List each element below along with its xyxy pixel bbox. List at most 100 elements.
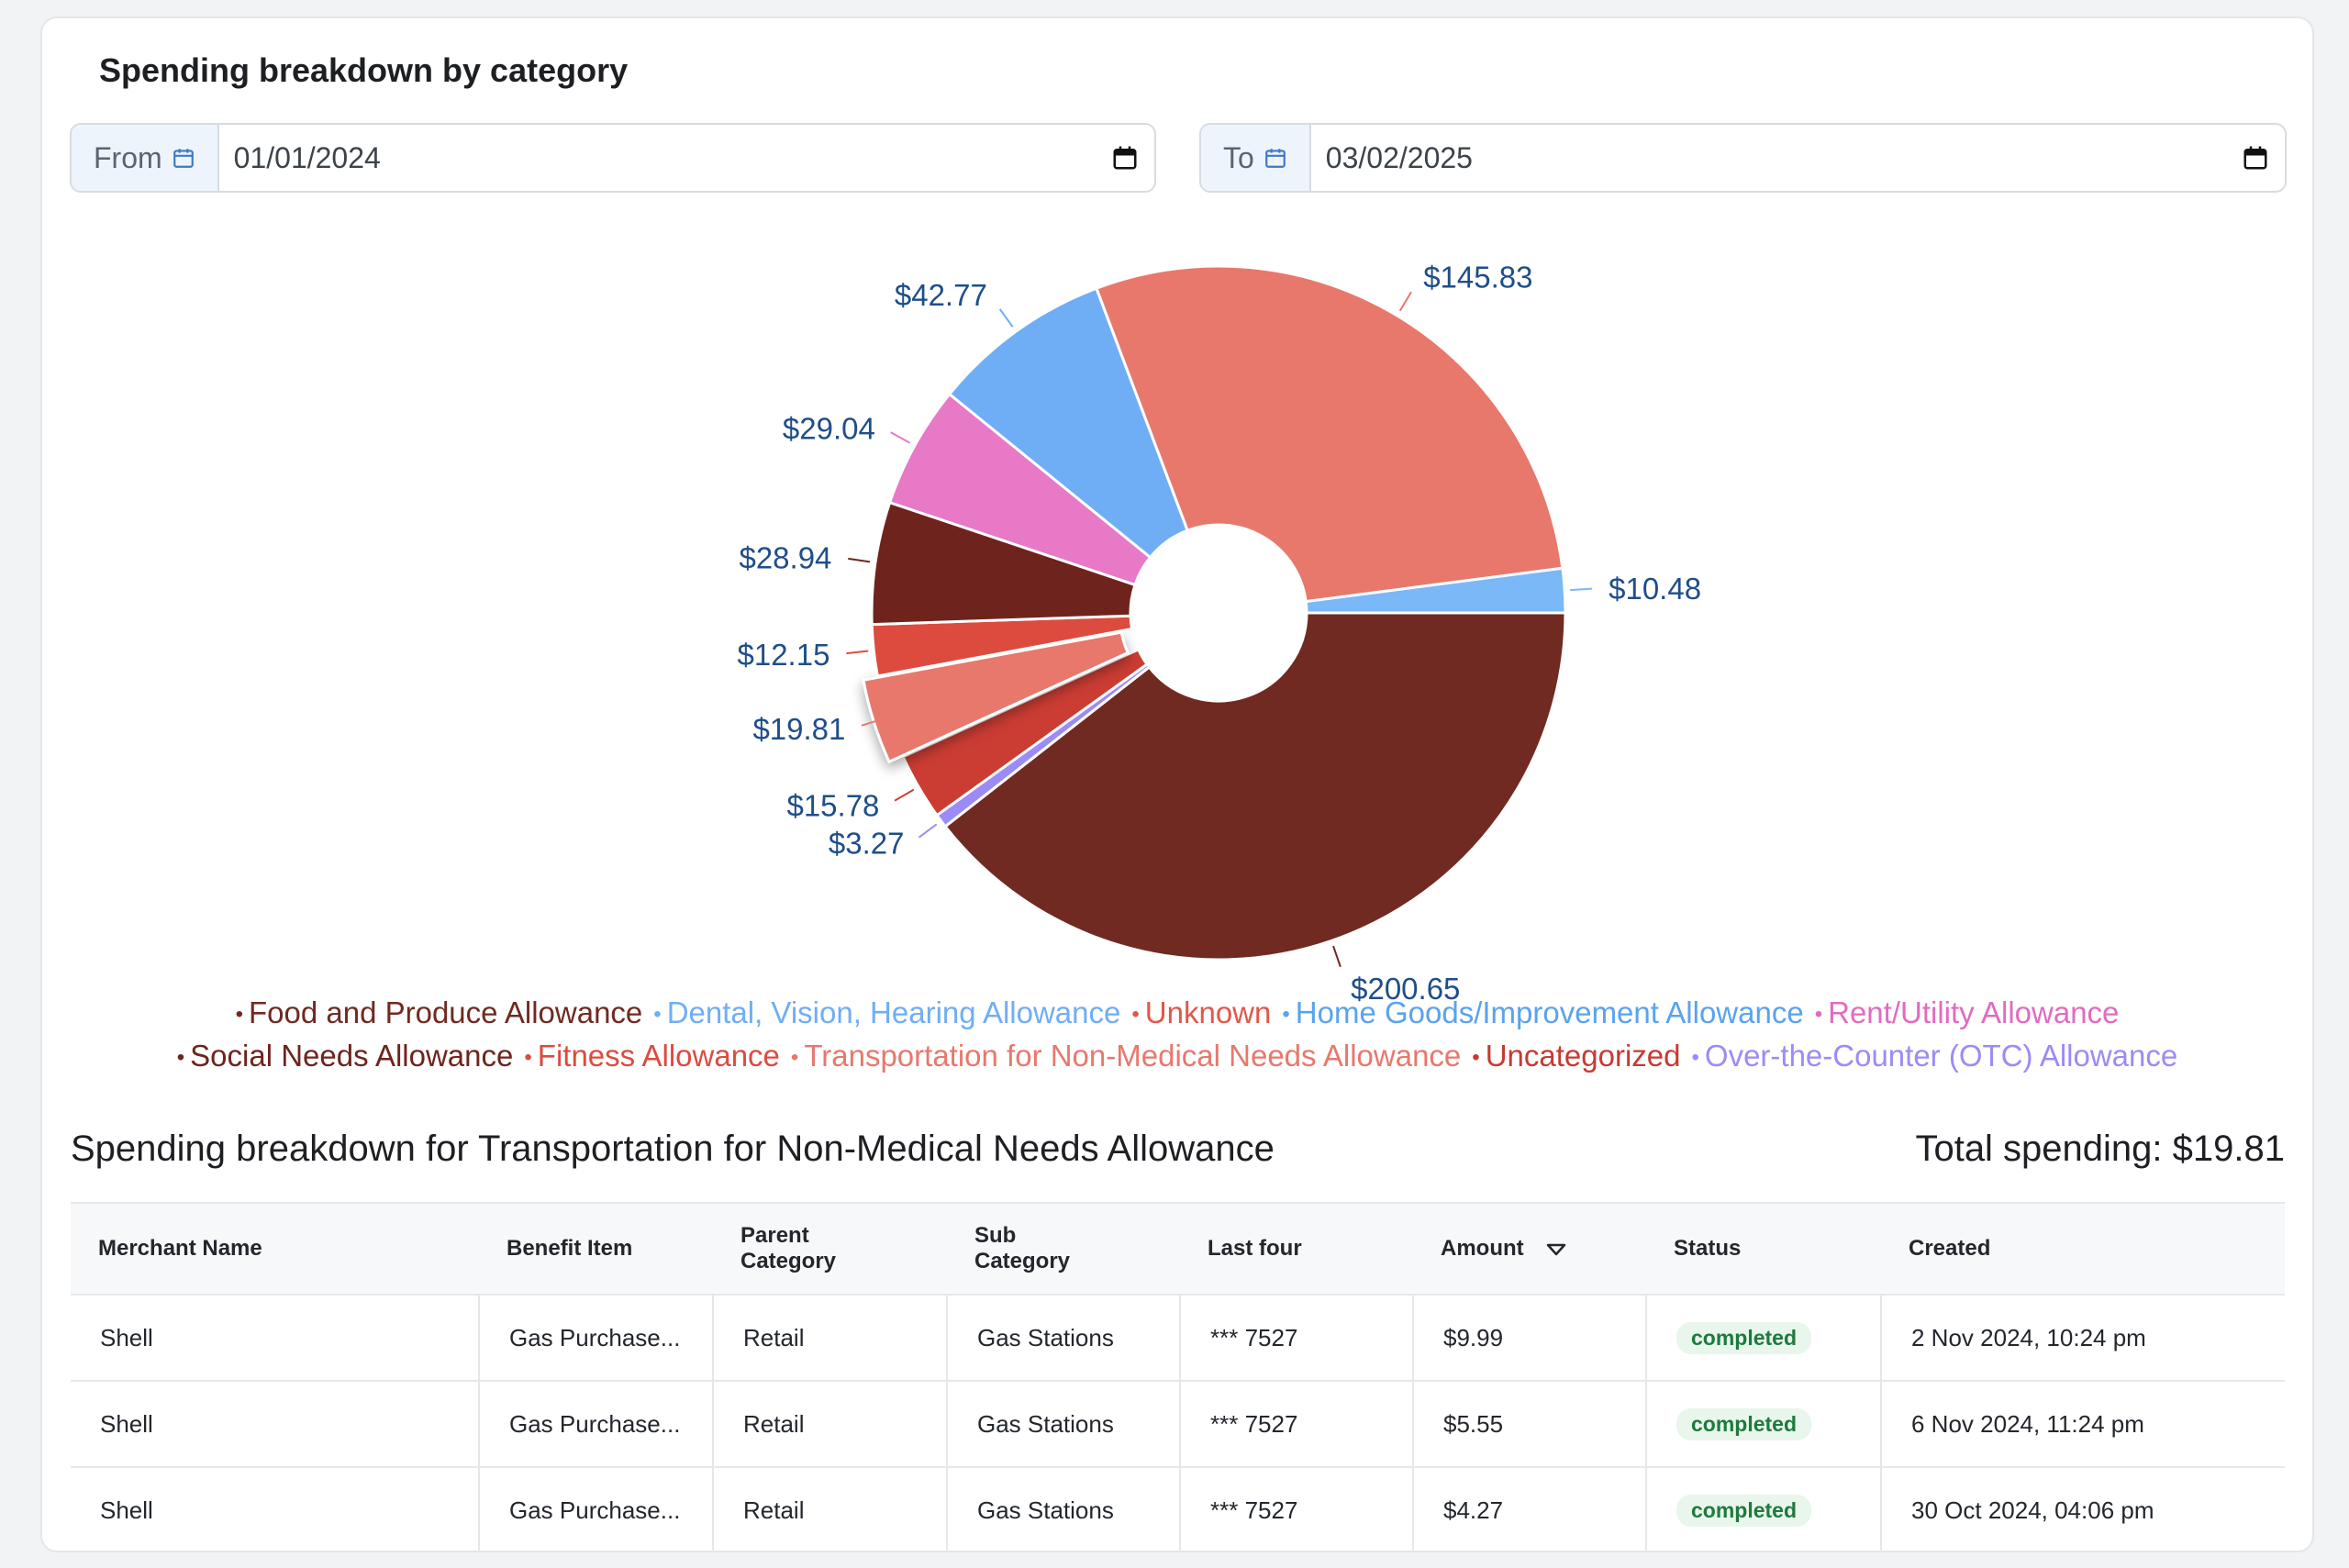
table-cell-created: 6 Nov 2024, 11:24 pm: [1881, 1380, 2285, 1467]
breakdown-title: Spending breakdown for Transportation fo…: [71, 1129, 1275, 1169]
legend-row-1: • Food and Produce Allowance • Dental, Visi…: [42, 991, 2312, 1037]
pie-slice-home-goods-improvement-allowance[interactable]: [947, 286, 1190, 560]
table-cell-benefit-item: Gas Purchase...: [479, 1466, 714, 1551]
legend-bullet-icon: •: [524, 1045, 532, 1071]
legend-item-home-goods-improvement-allowance[interactable]: • Home Goods/Improvement Allowance: [1282, 991, 1803, 1037]
leader-line-home-goods-improvement-allowance: [998, 308, 1014, 328]
leader-line-social-needs-allowance: [848, 557, 871, 563]
calendar-picker-icon: [1113, 146, 1137, 170]
card-title: Spending breakdown by category: [99, 51, 629, 89]
data-label-dental-vision-hearing-allowance: $10.48: [1609, 572, 1701, 606]
legend-label: Home Goods/Improvement Allowance: [1295, 995, 1804, 1029]
table-cell-created: 2 Nov 2024, 10:24 pm: [1881, 1294, 2285, 1381]
legend-label: Fitness Allowance: [537, 1039, 780, 1073]
status-badge: completed: [1676, 1321, 1812, 1354]
data-label-social-needs-allowance: $28.94: [739, 540, 831, 574]
table-cell-benefit-item: Gas Purchase...: [479, 1380, 714, 1467]
legend-label: Over-the-Counter (OTC) Allowance: [1704, 1039, 2178, 1073]
calendar-icon: [173, 149, 194, 168]
table-cell-benefit-item: Gas Purchase...: [479, 1294, 714, 1381]
legend-item-uncategorized[interactable]: • Uncategorized: [1472, 1034, 1680, 1080]
table-cell-last-four: *** 7527: [1180, 1294, 1414, 1381]
column-header-sub-category[interactable]: Sub Category: [947, 1202, 1180, 1295]
column-header-last-four[interactable]: Last four: [1180, 1202, 1413, 1295]
legend-row-2: • Social Needs Allowance • Fitness Allowanc…: [42, 1034, 2312, 1080]
calendar-picker-icon: [2243, 146, 2267, 170]
table-cell-sub-category: Gas Stations: [947, 1380, 1181, 1467]
status-badge: completed: [1676, 1494, 1812, 1527]
pie-slice-dental-vision-hearing-allowance[interactable]: [1304, 566, 1567, 615]
column-header-text: Category: [740, 1249, 837, 1273]
column-header-text: Benefit Item: [507, 1236, 633, 1261]
column-header-benefit-item[interactable]: Benefit Item: [479, 1202, 713, 1295]
data-label-over-the-counter-otc-allowance: $3.27: [829, 827, 905, 861]
column-header-merchant-name[interactable]: Merchant Name: [71, 1202, 479, 1295]
legend-label: Unknown: [1144, 995, 1272, 1029]
legend-item-over-the-counter-otc-allowance[interactable]: • Over-the-Counter (OTC) Allowance: [1692, 1034, 2178, 1080]
spending-card: Spending breakdown by category From 01/0…: [40, 17, 2314, 1552]
leader-line-dental-vision-hearing-allowance: [1570, 587, 1593, 592]
table-cell-parent-category: Retail: [713, 1380, 948, 1467]
data-label-food-and-produce-allowance: $200.65: [1351, 972, 1460, 1006]
pie-slice-transportation-for-non-medical-needs-allowance[interactable]: [862, 630, 1130, 764]
column-header-status[interactable]: Status: [1646, 1202, 1881, 1295]
table-cell-last-four: *** 7527: [1180, 1466, 1414, 1551]
table-cell-amount: $9.99: [1413, 1294, 1647, 1381]
legend-item-dental-vision-hearing-allowance[interactable]: • Dental, Vision, Hearing Allowance: [653, 991, 1120, 1037]
table-cell-sub-category: Gas Stations: [947, 1294, 1181, 1381]
column-header-text: Merchant Name: [98, 1236, 262, 1261]
data-label-transportation-for-non-medical-needs-allowance: $19.81: [752, 712, 845, 746]
legend-label: Rent/Utility Allowance: [1828, 995, 2120, 1029]
legend-bullet-icon: •: [790, 1045, 799, 1071]
legend-bullet-icon: •: [1282, 1002, 1290, 1028]
legend-item-fitness-allowance[interactable]: • Fitness Allowance: [524, 1034, 780, 1080]
legend-item-transportation-for-non-medical-needs-allowance[interactable]: • Transportation for Non-Medical Needs Al…: [791, 1034, 1461, 1080]
legend-bullet-icon: •: [235, 1002, 243, 1028]
column-header-text: Parent: [740, 1223, 809, 1248]
data-label-fitness-allowance: $12.15: [738, 638, 830, 672]
legend-bullet-icon: •: [1691, 1045, 1699, 1071]
legend-item-unknown[interactable]: • Unknown: [1131, 991, 1271, 1037]
to-date-input[interactable]: 03/02/2025: [1325, 140, 1473, 174]
table-row[interactable]: Shell Gas Purchase... Retail Gas Stations **…: [71, 1466, 2285, 1551]
legend-label: Transportation for Non-Medical Needs All…: [804, 1039, 1462, 1073]
legend-item-food-and-produce-allowance[interactable]: • Food and Produce Allowance: [236, 991, 643, 1037]
table-cell-status: completed: [1646, 1380, 1882, 1467]
leader-line-uncategorized: [894, 788, 915, 802]
column-header-text: Amount: [1441, 1236, 1524, 1261]
calendar-icon: [1264, 149, 1286, 168]
to-label: To: [1223, 140, 1254, 174]
legend-label: Uncategorized: [1485, 1039, 1681, 1073]
table-cell-status: completed: [1646, 1466, 1882, 1551]
from-date-group[interactable]: From 01/01/2024: [70, 123, 1156, 193]
sort-descending-icon[interactable]: [1546, 1243, 1566, 1256]
legend-item-social-needs-allowance[interactable]: • Social Needs Allowance: [177, 1034, 514, 1080]
column-header-created[interactable]: Created: [1881, 1202, 2285, 1295]
legend-bullet-icon: •: [653, 1002, 662, 1028]
pie-slice-food-and-produce-allowance[interactable]: [943, 611, 1567, 962]
table-cell-created: 30 Oct 2024, 04:06 pm: [1881, 1466, 2285, 1551]
transactions-table: Merchant Name Benefit Item Parent Category S…: [71, 1202, 2285, 1551]
legend-bullet-icon: •: [1131, 1002, 1140, 1028]
table-row[interactable]: Shell Gas Purchase... Retail Gas Stations **…: [71, 1294, 2285, 1381]
table-cell-status: completed: [1646, 1294, 1882, 1381]
legend-label: Social Needs Allowance: [190, 1039, 514, 1073]
column-header-amount[interactable]: Amount: [1413, 1202, 1646, 1295]
from-date-input[interactable]: 01/01/2024: [233, 140, 381, 174]
to-date-group[interactable]: To 03/02/2025: [1199, 123, 2287, 193]
legend-bullet-icon: •: [176, 1045, 185, 1071]
from-date-picker-button[interactable]: [1096, 125, 1154, 191]
spending-pie-chart: $200.65 $3.27 $15.78 $19.81 $12.15 $28.94 $29.…: [738, 261, 1702, 1006]
legend-item-rent-utility-allowance[interactable]: • Rent/Utility Allowance: [1815, 991, 2120, 1037]
data-label-home-goods-improvement-allowance: $42.77: [895, 278, 987, 312]
pie-slice-unknown[interactable]: [1094, 264, 1564, 604]
table-cell-parent-category: Retail: [713, 1294, 948, 1381]
table-row[interactable]: Shell Gas Purchase... Retail Gas Stations **…: [71, 1380, 2285, 1467]
to-date-picker-button[interactable]: [2226, 125, 2285, 191]
column-header-text: Created: [1909, 1236, 1991, 1261]
from-addon: From: [72, 125, 219, 191]
column-header-text: Sub: [974, 1223, 1017, 1248]
leader-line-over-the-counter-otc-allowance: [918, 823, 938, 839]
legend-bullet-icon: •: [1472, 1045, 1480, 1071]
column-header-parent-category[interactable]: Parent Category: [713, 1202, 947, 1295]
